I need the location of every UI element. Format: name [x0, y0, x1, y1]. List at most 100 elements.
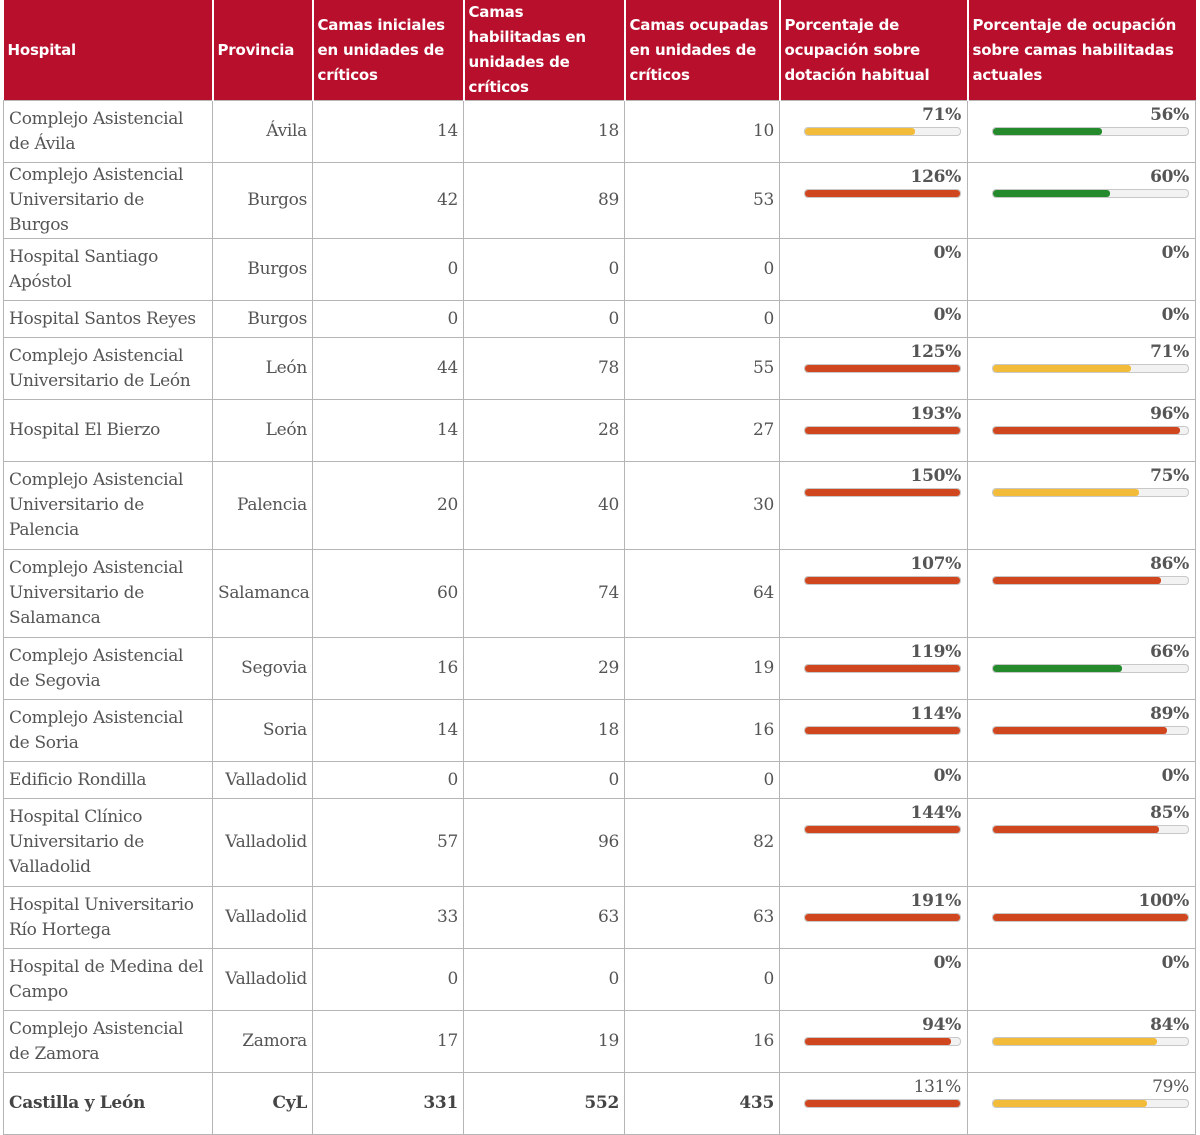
- cell-iniciales: 20: [312, 461, 464, 550]
- cell-ocupadas: 82: [624, 798, 780, 887]
- header-camas-iniciales[interactable]: Camas iniciales en unidades de críticos: [312, 0, 465, 101]
- progress-bar: [992, 1037, 1189, 1046]
- cell-hospital: Hospital Universitario Río Hortega: [3, 886, 213, 949]
- progress-bar-fill: [993, 727, 1167, 734]
- cell-pct-actual: 0%: [967, 238, 1196, 301]
- progress-bar: [992, 488, 1189, 497]
- header-row: Hospital Provincia Camas iniciales en un…: [3, 0, 1196, 101]
- percentage-value: 125%: [910, 342, 962, 362]
- progress-bar-fill: [805, 365, 960, 372]
- header-pct-actual[interactable]: Porcentaje de ocupación sobre camas habi…: [967, 0, 1196, 101]
- cell-iniciales: 57: [312, 798, 464, 887]
- header-pct-habitual[interactable]: Porcentaje de ocupación sobre dotación h…: [779, 0, 969, 101]
- progress-bar: [804, 127, 961, 136]
- cell-hospital: Complejo Asistencial Universitario de Pa…: [3, 461, 213, 550]
- progress-bar-fill: [805, 826, 960, 833]
- percentage-value: 126%: [910, 167, 962, 187]
- progress-bar-fill: [805, 665, 960, 672]
- cell-provincia: Segovia: [212, 637, 313, 700]
- cell-provincia: Palencia: [212, 461, 313, 550]
- cell-provincia: Salamanca: [212, 549, 313, 638]
- percentage-value: 96%: [1150, 404, 1189, 424]
- cell-pct-actual: 100%: [967, 886, 1196, 949]
- cell-ocupadas: 435: [624, 1072, 780, 1135]
- cell-pct-habitual: 193%: [779, 399, 968, 462]
- progress-bar-fill: [993, 365, 1132, 372]
- progress-bar: [992, 726, 1189, 735]
- progress-bar-fill: [805, 489, 960, 496]
- cell-ocupadas: 53: [624, 162, 780, 239]
- percentage-value: 0%: [1161, 766, 1190, 786]
- percentage-value: 60%: [1150, 167, 1189, 187]
- cell-provincia: Zamora: [212, 1010, 313, 1073]
- cell-provincia: Ávila: [212, 100, 313, 163]
- cell-iniciales: 44: [312, 337, 464, 400]
- cell-habilitadas: 0: [463, 761, 625, 799]
- cell-habilitadas: 78: [463, 337, 625, 400]
- table-container: Hospital Provincia Camas iniciales en un…: [3, 0, 1196, 1135]
- progress-bar: [804, 576, 961, 585]
- cell-habilitadas: 19: [463, 1010, 625, 1073]
- cell-provincia: Burgos: [212, 162, 313, 239]
- cell-ocupadas: 30: [624, 461, 780, 550]
- cell-hospital: Complejo Asistencial de Segovia: [3, 637, 213, 700]
- progress-bar-fill: [805, 577, 960, 584]
- table-row: Complejo Asistencial de Ávila Ávila 14 18 10…: [3, 100, 1196, 163]
- cell-habilitadas: 29: [463, 637, 625, 700]
- cell-pct-habitual: 150%: [779, 461, 968, 550]
- progress-bar: [804, 426, 961, 435]
- cell-pct-habitual: 191%: [779, 886, 968, 949]
- cell-pct-actual: 85%: [967, 798, 1196, 887]
- progress-bar-fill: [993, 1100, 1148, 1107]
- cell-ocupadas: 63: [624, 886, 780, 949]
- progress-bar: [992, 364, 1189, 373]
- progress-bar-fill: [805, 1100, 960, 1107]
- cell-pct-habitual: 94%: [779, 1010, 968, 1073]
- cell-iniciales: 0: [312, 948, 464, 1011]
- cell-hospital: Hospital El Bierzo: [3, 399, 213, 462]
- percentage-value: 0%: [1161, 953, 1190, 973]
- cell-pct-habitual: 125%: [779, 337, 968, 400]
- table-row: Hospital Santiago Apóstol Burgos 0 0 0 0% 0%: [3, 238, 1196, 301]
- header-provincia[interactable]: Provincia: [212, 0, 314, 101]
- cell-iniciales: 0: [312, 300, 464, 338]
- progress-bar-fill: [993, 128, 1103, 135]
- percentage-value: 0%: [1161, 243, 1190, 263]
- cell-ocupadas: 19: [624, 637, 780, 700]
- progress-bar: [804, 1099, 961, 1108]
- cell-pct-habitual: 0%: [779, 761, 968, 799]
- cell-habilitadas: 18: [463, 699, 625, 762]
- table-row: Hospital Universitario Río Hortega Vallad…: [3, 886, 1196, 949]
- percentage-value: 0%: [933, 305, 962, 325]
- progress-bar: [804, 726, 961, 735]
- progress-bar-fill: [805, 427, 960, 434]
- header-camas-ocupadas[interactable]: Camas ocupadas en unidades de críticos: [624, 0, 781, 101]
- progress-bar: [992, 576, 1189, 585]
- header-camas-habilitadas[interactable]: Camas habilitadas en unidades de crítico…: [463, 0, 626, 101]
- percentage-value: 131%: [913, 1077, 962, 1097]
- progress-bar-fill: [993, 427, 1181, 434]
- cell-provincia: CyL: [212, 1072, 313, 1135]
- cell-ocupadas: 16: [624, 1010, 780, 1073]
- progress-bar-fill: [805, 1038, 951, 1045]
- cell-iniciales: 42: [312, 162, 464, 239]
- cell-pct-habitual: 144%: [779, 798, 968, 887]
- cell-hospital: Castilla y León: [3, 1072, 213, 1135]
- percentage-value: 107%: [910, 554, 962, 574]
- progress-bar-fill: [993, 665, 1122, 672]
- percentage-value: 0%: [933, 953, 962, 973]
- cell-ocupadas: 10: [624, 100, 780, 163]
- table-row: Hospital Clínico Universitario de Vallad…: [3, 798, 1196, 887]
- cell-pct-actual: 66%: [967, 637, 1196, 700]
- cell-ocupadas: 0: [624, 238, 780, 301]
- cell-iniciales: 0: [312, 761, 464, 799]
- cell-habilitadas: 89: [463, 162, 625, 239]
- progress-bar: [992, 1099, 1189, 1108]
- cell-ocupadas: 0: [624, 948, 780, 1011]
- percentage-value: 119%: [910, 642, 962, 662]
- header-hospital[interactable]: Hospital: [3, 0, 214, 101]
- progress-bar: [992, 913, 1189, 922]
- percentage-value: 86%: [1150, 554, 1189, 574]
- cell-pct-actual: 56%: [967, 100, 1196, 163]
- percentage-value: 191%: [910, 891, 962, 911]
